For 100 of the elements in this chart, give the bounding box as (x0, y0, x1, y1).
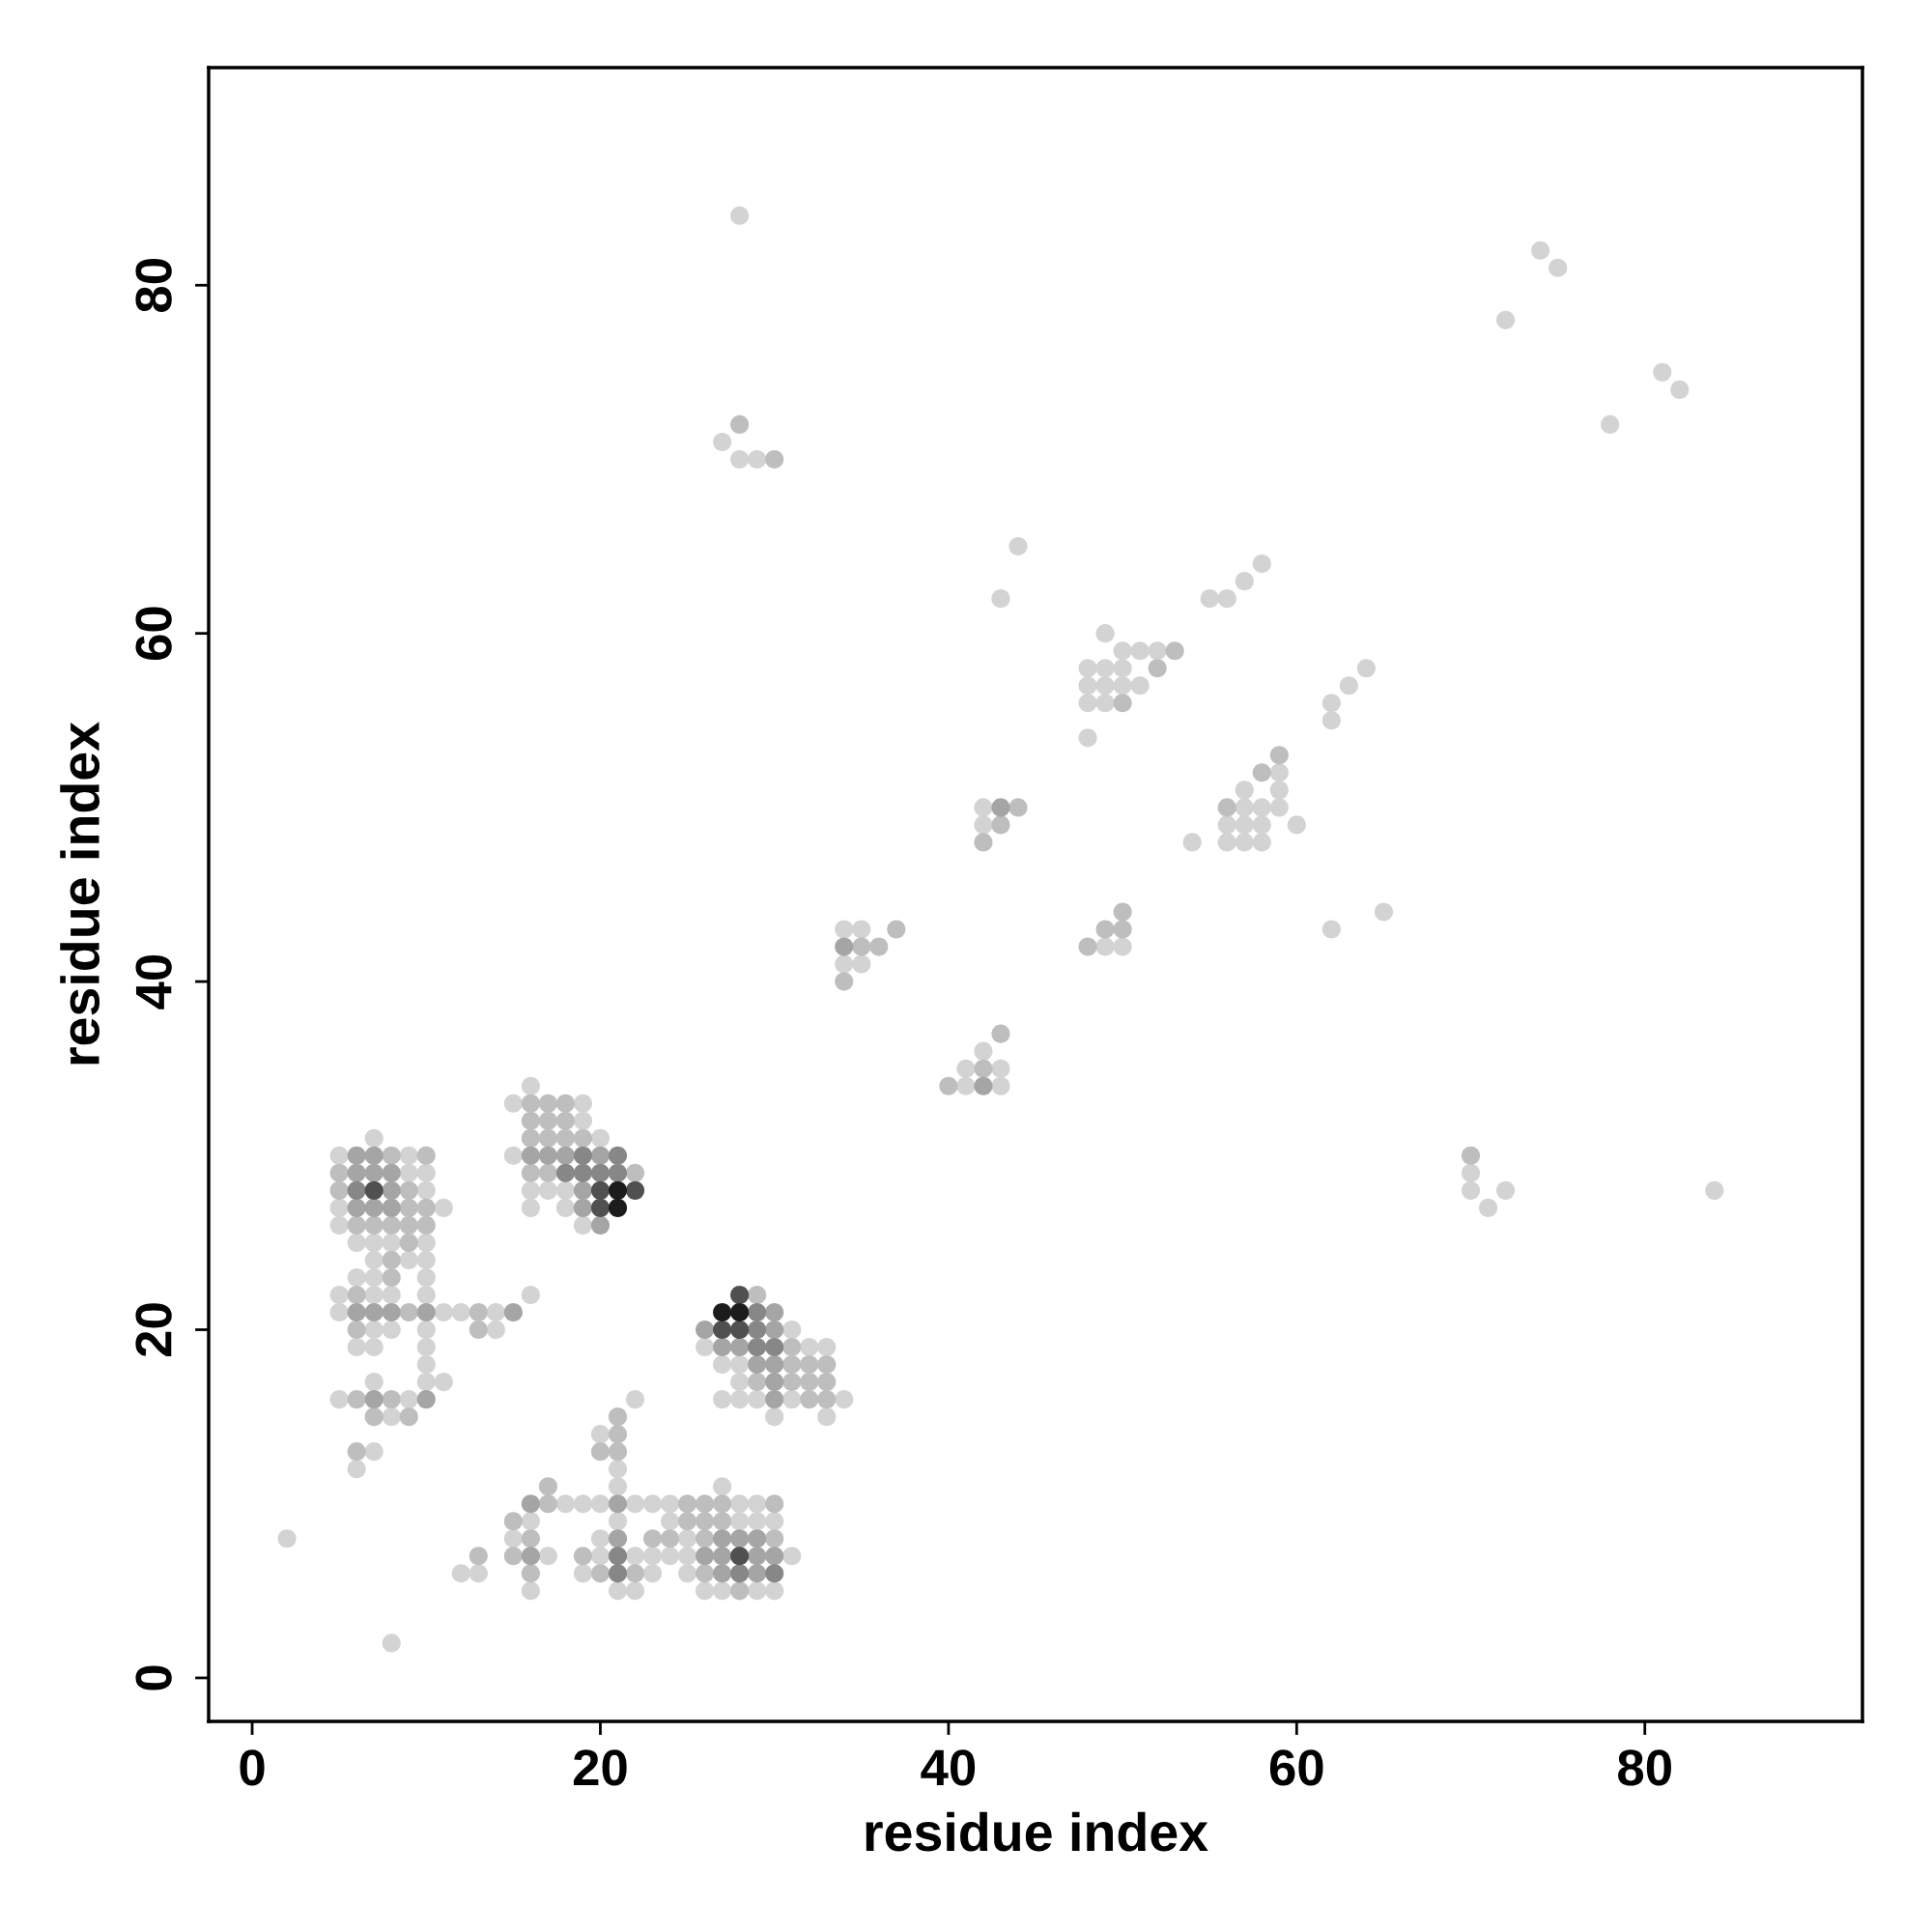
point (678, 1564, 697, 1583)
point (1461, 1180, 1481, 1200)
point (835, 937, 854, 956)
point (608, 1494, 628, 1514)
point (364, 1442, 384, 1462)
point (765, 1581, 784, 1601)
point (382, 1198, 401, 1217)
point (835, 920, 854, 939)
point (782, 1355, 802, 1375)
point (347, 1163, 366, 1182)
point (1235, 833, 1254, 852)
point (329, 1302, 349, 1322)
point (642, 1494, 663, 1514)
point (573, 1146, 593, 1165)
point (748, 1512, 767, 1531)
point (852, 920, 871, 939)
point (765, 1512, 784, 1531)
point (748, 1529, 767, 1548)
point (1095, 624, 1115, 643)
point (1705, 1180, 1724, 1200)
point (538, 1146, 557, 1165)
point (1095, 920, 1115, 939)
point (1235, 798, 1254, 817)
point (765, 449, 784, 469)
point (521, 1529, 540, 1548)
point (573, 1494, 593, 1514)
point (782, 1547, 802, 1566)
point (642, 1564, 663, 1583)
point (521, 1163, 540, 1182)
point (730, 1337, 750, 1357)
point (469, 1564, 488, 1583)
point (416, 1373, 436, 1392)
point (730, 1285, 750, 1305)
point (469, 1302, 488, 1322)
point (521, 1581, 540, 1601)
point (347, 1267, 366, 1288)
point (590, 1442, 611, 1462)
point (486, 1302, 505, 1322)
point (748, 1564, 767, 1583)
point (590, 1180, 611, 1200)
point (852, 937, 871, 956)
point (347, 1215, 366, 1235)
point (991, 1024, 1010, 1043)
point (364, 1180, 384, 1200)
point (329, 1215, 349, 1235)
point (364, 1146, 384, 1165)
point (730, 206, 750, 225)
point (1235, 572, 1254, 591)
x-tick-label: 40 (921, 1749, 976, 1786)
point (382, 1215, 401, 1235)
point (1374, 902, 1393, 922)
point (382, 1146, 401, 1165)
point (382, 1285, 401, 1305)
point (364, 1320, 384, 1340)
point (730, 1320, 750, 1340)
point (1113, 920, 1132, 939)
point (416, 1285, 436, 1305)
point (277, 1529, 297, 1548)
point (382, 1267, 401, 1288)
point (625, 1390, 645, 1409)
point (538, 1111, 557, 1130)
point (521, 1547, 540, 1566)
point (748, 1355, 767, 1375)
point (538, 1477, 557, 1496)
point (608, 1581, 628, 1601)
point (748, 1581, 767, 1601)
point (642, 1547, 663, 1566)
point (1078, 937, 1097, 956)
point (991, 589, 1010, 609)
point (696, 1529, 715, 1548)
point (817, 1390, 837, 1409)
point (538, 1094, 557, 1113)
point (1461, 1163, 1481, 1182)
point (1095, 659, 1115, 678)
point (1113, 694, 1132, 713)
point (416, 1390, 436, 1409)
point (696, 1320, 715, 1340)
x-tick-label: 80 (1618, 1749, 1671, 1786)
point (521, 1564, 540, 1583)
point (590, 1425, 611, 1444)
point (364, 1215, 384, 1235)
point (573, 1547, 593, 1566)
point (416, 1302, 436, 1322)
point (1095, 937, 1115, 956)
point (1217, 833, 1236, 852)
point (555, 1180, 575, 1200)
point (696, 1512, 715, 1531)
point (730, 1390, 750, 1409)
point (660, 1547, 680, 1566)
point (660, 1512, 680, 1531)
point (608, 1163, 628, 1182)
point (956, 1076, 976, 1095)
point (713, 1512, 732, 1531)
point (1287, 815, 1306, 835)
y-tick-label: 20 (135, 1303, 172, 1357)
point (1653, 362, 1672, 382)
y-tick-label: 60 (135, 607, 172, 661)
point (696, 1494, 715, 1514)
point (416, 1215, 436, 1235)
point (329, 1390, 349, 1409)
